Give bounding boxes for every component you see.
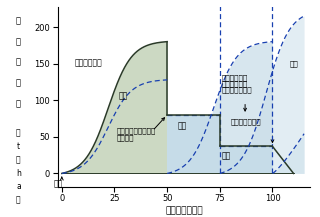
Text: 素: 素: [16, 37, 21, 46]
Text: 蔵: 蔵: [16, 79, 21, 87]
Text: ーティクルボ: ーティクルボ: [222, 81, 248, 87]
Text: ／: ／: [16, 155, 21, 164]
Text: ード・家具製造: ード・家具製造: [222, 86, 252, 93]
X-axis label: 経過年数（年）: 経過年数（年）: [165, 206, 203, 215]
Text: 住宅: 住宅: [178, 121, 187, 130]
Text: 住宅解体、パ: 住宅解体、パ: [222, 75, 248, 81]
Text: a: a: [16, 182, 21, 191]
Text: 家具: 家具: [222, 152, 231, 161]
Text: t: t: [17, 142, 20, 151]
Text: 幹材: 幹材: [119, 92, 128, 101]
Text: 住宅建設: 住宅建設: [116, 134, 134, 141]
Text: ）: ）: [16, 196, 21, 205]
Text: 炭: 炭: [16, 16, 21, 25]
Text: 貯: 貯: [16, 58, 21, 67]
Text: （: （: [16, 128, 21, 137]
Text: 家具解体、廃棄: 家具解体、廃棄: [230, 119, 261, 125]
Text: 量: 量: [16, 99, 21, 108]
Text: 伐採、再植林、製材: 伐採、再植林、製材: [116, 127, 156, 134]
Text: 全バイオマス: 全バイオマス: [75, 58, 102, 67]
Text: h: h: [16, 169, 21, 178]
Text: 廃棄: 廃棄: [289, 60, 298, 67]
Text: 植林: 植林: [53, 179, 63, 188]
